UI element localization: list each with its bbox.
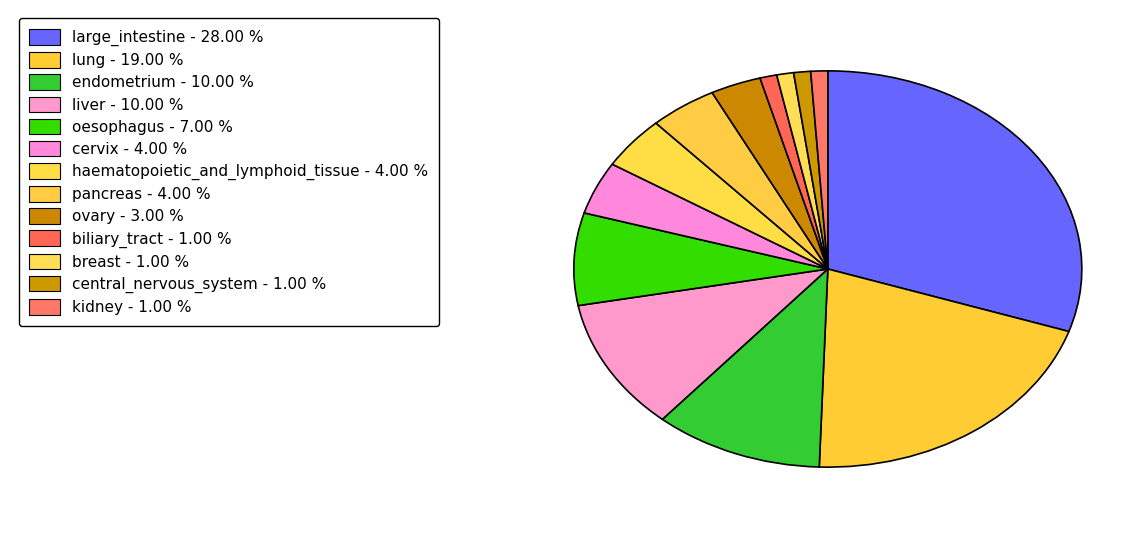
Wedge shape [578,269,828,419]
Wedge shape [811,71,828,269]
Wedge shape [712,78,828,269]
Wedge shape [662,269,828,467]
Wedge shape [584,164,828,269]
Wedge shape [655,93,828,269]
Legend: large_intestine - 28.00 %, lung - 19.00 %, endometrium - 10.00 %, liver - 10.00 : large_intestine - 28.00 %, lung - 19.00 … [18,18,439,325]
Wedge shape [760,75,828,269]
Wedge shape [828,71,1082,331]
Wedge shape [612,123,828,269]
Wedge shape [794,72,828,269]
Wedge shape [574,213,828,306]
Wedge shape [819,269,1069,467]
Wedge shape [777,73,828,269]
